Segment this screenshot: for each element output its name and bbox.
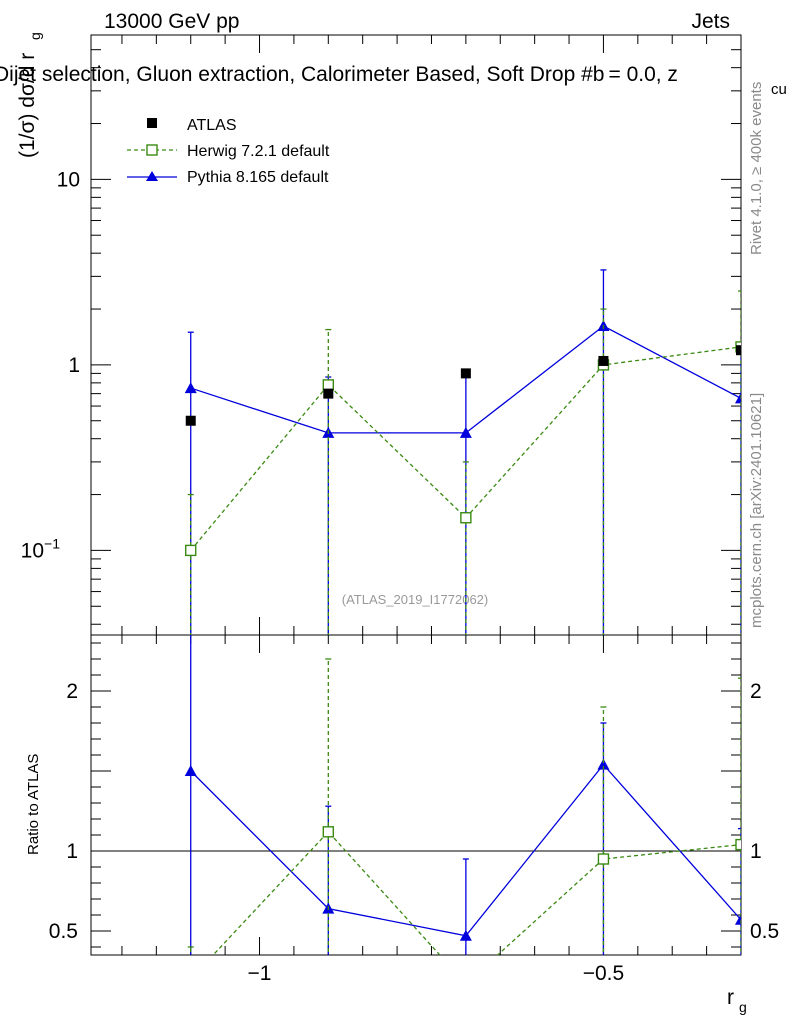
pythia-point (735, 392, 741, 404)
pythia-point (184, 382, 197, 394)
y-ticks-main (91, 34, 741, 625)
y-ticks-ratio (91, 642, 741, 948)
y-tick-exponent: −1 (44, 535, 60, 551)
pythia-ratio-point (735, 913, 741, 925)
herwig-point (185, 544, 197, 557)
y-tick-label: 10−1 (21, 535, 61, 562)
y-tick-label: 10 (57, 168, 80, 191)
x-tick-label: −1 (248, 962, 272, 985)
herwig-point (460, 512, 472, 524)
legend-label-atlas: ATLAS (187, 117, 237, 134)
source-label-group: mcplots.cern.ch [arXiv:2401.10621] (748, 393, 765, 628)
herwig-ratio-point (597, 853, 610, 865)
pythia-line (190, 325, 741, 434)
herwig-ratio-point (186, 974, 196, 984)
atlas-data-point (598, 355, 609, 366)
rivet-label-group: Rivet 4.1.0, ≥ 400k events (748, 82, 765, 255)
herwig-line (190, 346, 741, 551)
atlas-data-point (460, 368, 471, 379)
x-tick-label: −0.5 (583, 962, 624, 985)
ratio-data-layer (184, 635, 741, 989)
ratio-y-label-group: Ratio to ATLAS (25, 754, 42, 855)
herwig-ratio-point (735, 838, 741, 851)
main-data-layer (184, 269, 741, 635)
ratio-tick-label-right: 1 (750, 840, 762, 863)
y-tick-base: 10 (21, 539, 44, 562)
legend-label-pythia: Pythia 8.165 default (187, 169, 329, 186)
y-axis-sub-group: g (27, 32, 43, 40)
pythia-point (459, 426, 472, 438)
legend-marker-herwig (146, 144, 158, 156)
source-label: mcplots.cern.ch [arXiv:2401.10621] (748, 393, 765, 628)
ratio-plot-frame (90, 634, 742, 956)
ratio-tick-label: 2 (66, 680, 78, 703)
atlas-data-point (736, 345, 741, 356)
ratio-tick-label: 0.5 (49, 920, 78, 943)
ratio-y-axis-label: Ratio to ATLAS (25, 754, 42, 855)
pythia-ratio-point (184, 765, 197, 776)
pythia-ratio-point (597, 758, 610, 770)
legend-label-herwig: Herwig 7.2.1 default (187, 143, 330, 160)
category-label: Jets (691, 10, 730, 33)
y-axis-label-group: (1/σ) dσ/d r (16, 53, 39, 158)
y-tick-label: 1 (68, 354, 80, 377)
plot-title-main: Dijet selection, Gluon extraction, Calor… (0, 63, 604, 86)
y-axis-label: (1/σ) dσ/d r (16, 53, 39, 158)
atlas-data-point (185, 415, 196, 426)
x-axis-label: r (727, 986, 734, 1009)
ratio-tick-label-right: 2 (750, 680, 762, 703)
plot-title-subscript: cut (771, 81, 786, 98)
ratio-tick-label-right: 0.5 (750, 920, 779, 943)
plot-title: Dijet selection, Gluon extraction, Calor… (0, 63, 678, 86)
herwig-ratio-line (212, 830, 741, 955)
energy-label: 13000 GeV pp (104, 10, 239, 33)
atlas-data-point (323, 388, 334, 399)
x-axis-label-subscript: g (739, 999, 747, 1015)
pythia-ratio-point (459, 929, 472, 941)
y-axis-label-subscript: g (27, 32, 43, 40)
legend: ATLAS Herwig 7.2.1 default Pythia 8.165 … (127, 117, 330, 186)
herwig-ratio-point (322, 826, 335, 838)
legend-marker-atlas (147, 118, 157, 128)
herwig-ratio-point (461, 979, 471, 989)
pythia-ratio-line (190, 763, 741, 937)
herwig-point (322, 379, 335, 391)
legend-marker-pythia (146, 171, 158, 181)
analysis-watermark: (ATLAS_2019_I1772062) (342, 592, 488, 607)
ratio-tick-label: 1 (66, 840, 78, 863)
plot-title-tail: = 0.0, z (608, 63, 677, 86)
rivet-label: Rivet 4.1.0, ≥ 400k events (748, 82, 765, 255)
